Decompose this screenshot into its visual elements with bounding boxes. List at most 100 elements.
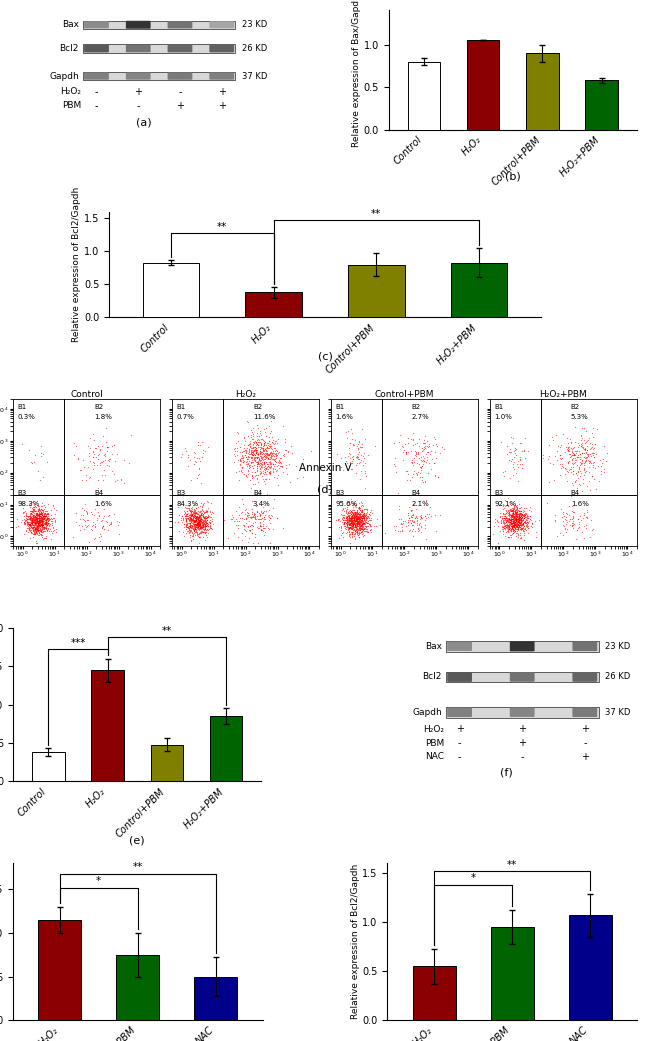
Text: PBM: PBM (425, 738, 445, 747)
Point (360, 515, 370, 532)
Point (400, 436, 410, 453)
Point (507, 503, 517, 519)
Point (512, 511, 523, 528)
Point (504, 513, 515, 530)
Point (189, 522, 200, 538)
Point (22, 511, 32, 528)
Point (27, 513, 38, 530)
Point (555, 456, 566, 473)
Point (265, 464, 276, 481)
Point (344, 511, 355, 528)
Point (508, 515, 518, 532)
Point (580, 439, 590, 456)
Point (273, 477, 283, 493)
Point (188, 514, 199, 531)
Point (190, 516, 200, 533)
Point (33, 527, 44, 543)
Point (21, 512, 32, 529)
Point (187, 517, 197, 534)
Point (197, 523, 207, 539)
Point (47, 519, 58, 536)
Point (34, 505, 45, 522)
Point (396, 437, 407, 454)
Point (508, 518, 519, 535)
Point (502, 512, 512, 529)
Point (190, 507, 200, 524)
Point (248, 430, 259, 447)
Point (522, 515, 532, 532)
Point (195, 518, 205, 535)
Point (363, 509, 373, 526)
Point (347, 505, 358, 522)
Point (419, 440, 429, 457)
Point (577, 524, 588, 540)
Point (265, 465, 276, 482)
Point (27, 516, 38, 533)
Point (589, 453, 599, 469)
Point (508, 456, 519, 473)
Point (365, 510, 376, 527)
Point (504, 469, 515, 486)
Point (39, 510, 49, 527)
Point (196, 511, 206, 528)
Point (519, 509, 530, 526)
Point (195, 517, 205, 534)
Point (271, 457, 281, 474)
Point (408, 436, 419, 453)
Point (34, 502, 44, 518)
Point (505, 514, 515, 531)
Point (510, 507, 520, 524)
Point (421, 438, 431, 455)
Point (514, 500, 525, 516)
Point (178, 524, 188, 540)
Point (508, 510, 519, 527)
Point (509, 516, 519, 533)
Point (510, 523, 520, 539)
Point (516, 512, 526, 529)
Point (560, 460, 570, 477)
Point (267, 440, 278, 457)
Point (356, 524, 367, 540)
Point (250, 510, 260, 527)
Point (187, 518, 197, 535)
Point (566, 459, 577, 476)
Point (560, 511, 570, 528)
Point (507, 514, 517, 531)
Point (569, 503, 579, 519)
Point (499, 500, 509, 516)
Point (343, 514, 353, 531)
Point (583, 432, 593, 449)
Point (357, 514, 367, 531)
Point (265, 455, 276, 472)
Point (252, 503, 262, 519)
Point (183, 518, 194, 535)
Point (558, 426, 569, 442)
Point (406, 442, 417, 459)
Point (339, 518, 350, 535)
Point (37, 518, 47, 535)
Point (257, 505, 268, 522)
Point (489, 513, 500, 530)
Point (190, 510, 200, 527)
Point (593, 458, 603, 475)
Point (510, 439, 521, 456)
Point (352, 512, 363, 529)
Point (259, 436, 269, 453)
Point (43, 520, 53, 537)
Point (242, 458, 252, 475)
Point (515, 506, 525, 523)
Point (549, 472, 559, 488)
Point (250, 529, 261, 545)
Point (102, 439, 112, 456)
Point (186, 512, 196, 529)
Point (198, 529, 209, 545)
Point (274, 453, 284, 469)
Point (39, 508, 49, 525)
Point (507, 526, 517, 542)
Point (363, 447, 373, 463)
Point (25, 510, 35, 527)
Point (512, 513, 522, 530)
Text: (c): (c) (318, 351, 332, 361)
Point (497, 517, 507, 534)
Point (525, 508, 536, 525)
